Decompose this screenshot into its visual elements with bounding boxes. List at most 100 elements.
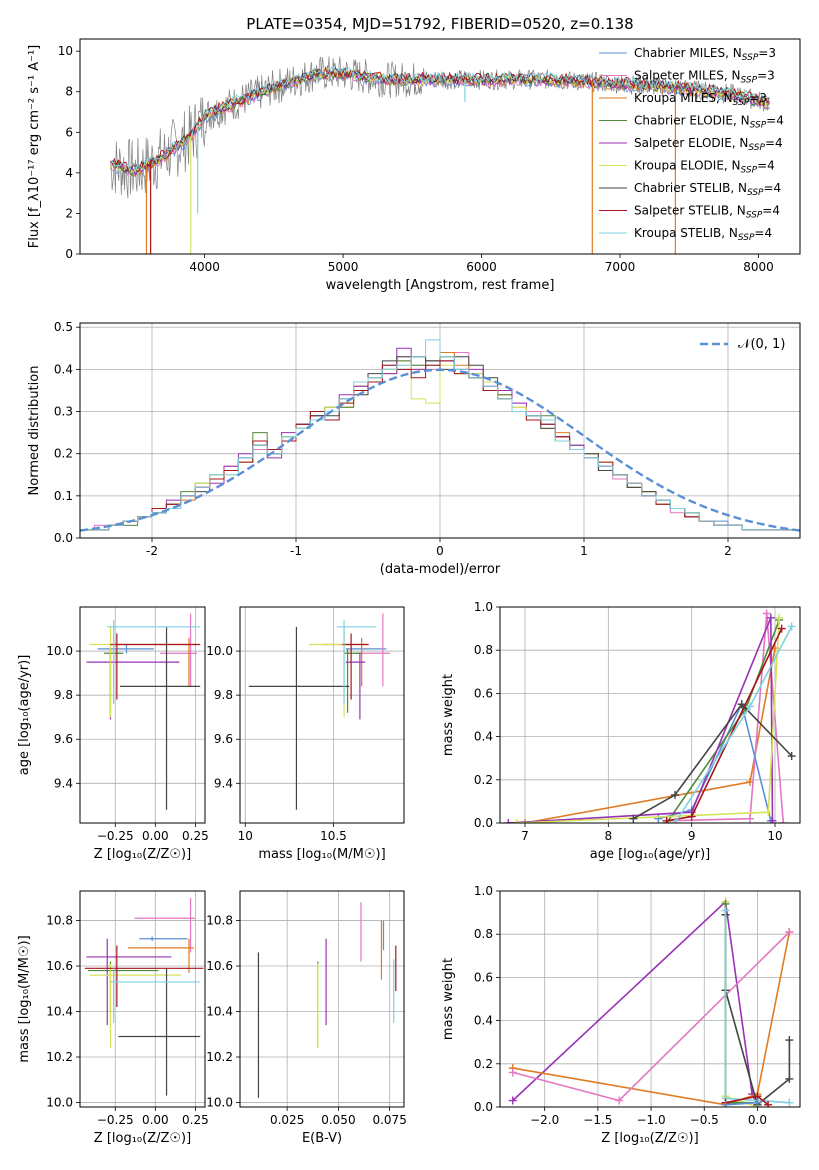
legend-label: Chabrier STELIB, NSSP=4 bbox=[634, 181, 781, 198]
plot-weight-vs-Z: −2.0 −1.5 −1.0 −0.5 0.0 0.0 0.2 0.4 0.6 0.8 1.0 Z [… bbox=[441, 884, 801, 1146]
x-tick-label: 10.5 bbox=[320, 829, 347, 843]
plus-marker bbox=[762, 609, 771, 618]
x-tick-label: 2 bbox=[724, 544, 732, 558]
x-tick-label: 0.00 bbox=[142, 1113, 169, 1127]
plus-marker bbox=[615, 1096, 624, 1105]
y-tick-label: 0.6 bbox=[474, 970, 493, 984]
x-axis-label: mass [log₁₀(M/M☉)] bbox=[258, 847, 385, 862]
plus-marker bbox=[504, 819, 513, 823]
weight-line bbox=[516, 617, 780, 823]
x-tick-label: 0.0 bbox=[748, 1113, 767, 1127]
y-tick-label: 10.8 bbox=[46, 914, 73, 928]
axes-frame bbox=[239, 606, 405, 824]
y-tick-label: 0.4 bbox=[474, 1014, 493, 1028]
y-tick-label: 6 bbox=[65, 125, 73, 139]
y-tick-label: 9.6 bbox=[214, 732, 233, 746]
plus-marker bbox=[746, 814, 754, 823]
plus-marker bbox=[785, 1036, 794, 1045]
y-tick-label: 0.3 bbox=[54, 405, 73, 419]
plot-area bbox=[80, 339, 800, 538]
y-tick-label: 0.8 bbox=[474, 927, 493, 941]
plus-marker bbox=[629, 814, 638, 823]
x-tick-label: 7 bbox=[521, 829, 529, 843]
y-tick-label: 10.8 bbox=[206, 914, 233, 928]
plus-marker bbox=[521, 819, 529, 823]
legend-label: Salpeter MILES, NSSP=3 bbox=[634, 69, 775, 86]
y-tick-label: 0.2 bbox=[474, 773, 493, 787]
plus-marker bbox=[785, 1074, 794, 1083]
y-tick-label: 10.0 bbox=[206, 644, 233, 658]
axes-frame bbox=[239, 890, 405, 1108]
y-tick-label: 10.0 bbox=[206, 1095, 233, 1109]
plus-marker bbox=[764, 808, 773, 817]
x-tick-label: 0.075 bbox=[372, 1113, 406, 1127]
y-tick-label: 4 bbox=[65, 166, 73, 180]
x-tick-label: 6000 bbox=[466, 260, 497, 274]
y-tick-label: 10.0 bbox=[46, 644, 73, 658]
axes-frame bbox=[79, 606, 206, 824]
plot-mass-vs-EBV: 0.025 0.050 0.075 10.0 10.2 10.4 10.6 10.8 E(B-V… bbox=[206, 890, 407, 1146]
x-axis-label: Z [log₁₀(Z/Z☉)] bbox=[94, 847, 191, 862]
y-tick-label: 10.6 bbox=[206, 959, 233, 973]
plot-area bbox=[504, 609, 796, 823]
y-tick-label: 10 bbox=[58, 44, 73, 58]
x-tick-label: 4000 bbox=[189, 260, 220, 274]
y-tick-label: 10.6 bbox=[46, 959, 73, 973]
axes-frame bbox=[499, 606, 801, 824]
y-tick-label: 0.2 bbox=[474, 1057, 493, 1071]
axes-frame bbox=[79, 322, 801, 539]
figure-title: PLATE=0354, MJD=51792, FIBERID=0520, z=0… bbox=[246, 15, 633, 33]
legend-label: Salpeter ELODIE, NSSP=4 bbox=[634, 136, 783, 153]
y-tick-label: 0.4 bbox=[474, 730, 493, 744]
legend-label: 𝒩(0, 1) bbox=[738, 337, 785, 352]
plus-marker bbox=[777, 624, 786, 633]
y-tick-label: 9.4 bbox=[54, 776, 73, 790]
plot-residuals: -2 -1 0 1 2 0.0 0.1 0.2 0.3 0.4 0.5 (data-model)/er… bbox=[27, 320, 801, 577]
plot-spectrum: 4000 5000 6000 7000 8000 0 2 4 6 8 10 wavelength [A… bbox=[27, 38, 801, 293]
plus-marker bbox=[779, 819, 788, 823]
plus-marker bbox=[753, 1098, 762, 1107]
plus-marker bbox=[721, 1100, 730, 1107]
plot-weight-vs-age: 7 8 9 10 0.0 0.2 0.4 0.6 0.8 1.0 age [log₁₀(age/yr… bbox=[441, 600, 801, 862]
legend-label: Kroupa ELODIE, NSSP=4 bbox=[634, 159, 775, 176]
plot-age-vs-mass: 10 10.5 9.4 9.6 9.8 10.0 mass [log₁₀(M/M☉)] bbox=[206, 606, 405, 862]
legend-label: Kroupa STELIB, NSSP=4 bbox=[634, 226, 772, 243]
y-tick-label: 0.8 bbox=[474, 643, 493, 657]
y-tick-label: 10.0 bbox=[46, 1095, 73, 1109]
axes-frame bbox=[499, 890, 801, 1108]
x-tick-label: 0 bbox=[436, 544, 444, 558]
plus-marker bbox=[508, 1068, 517, 1077]
y-tick-label: 10.2 bbox=[46, 1050, 73, 1064]
plot-age-vs-Z: −0.25 0.00 0.25 9.4 9.6 9.8 10.0 Z [log₁₀(Z/Z☉)… bbox=[17, 606, 209, 862]
x-tick-label: −0.25 bbox=[97, 829, 134, 843]
plus-marker bbox=[654, 814, 663, 823]
weight-line bbox=[524, 647, 776, 823]
plus-marker bbox=[787, 752, 796, 761]
x-tick-label: 9 bbox=[688, 829, 696, 843]
x-tick-label: 1 bbox=[580, 544, 588, 558]
weight-line bbox=[666, 613, 785, 823]
legend-label: Chabrier ELODIE, NSSP=4 bbox=[634, 114, 784, 131]
plot-area bbox=[86, 613, 201, 810]
plot-area bbox=[257, 902, 397, 1098]
y-tick-label: 0.2 bbox=[54, 447, 73, 461]
y-axis-label: mass weight bbox=[441, 958, 456, 1040]
plus-marker bbox=[764, 1100, 773, 1107]
model-spectrum bbox=[110, 65, 770, 174]
y-tick-label: 8 bbox=[65, 85, 73, 99]
plus-marker bbox=[671, 819, 679, 823]
y-tick-label: 9.8 bbox=[54, 688, 73, 702]
x-axis-label: age [log₁₀(age/yr)] bbox=[590, 847, 711, 862]
legend-label: Chabrier MILES, NSSP=3 bbox=[634, 46, 776, 63]
y-tick-label: 10.2 bbox=[206, 1050, 233, 1064]
x-tick-label: 8 bbox=[605, 829, 613, 843]
x-axis-label: (data-model)/error bbox=[380, 562, 501, 577]
plus-marker bbox=[687, 812, 696, 821]
plot-area bbox=[84, 897, 204, 1096]
weight-line bbox=[508, 617, 774, 823]
x-tick-label: 10 bbox=[238, 829, 253, 843]
histogram-step bbox=[80, 339, 800, 538]
plus-marker bbox=[508, 1096, 517, 1105]
legend-label: Kroupa MILES, NSSP=3 bbox=[634, 91, 767, 108]
